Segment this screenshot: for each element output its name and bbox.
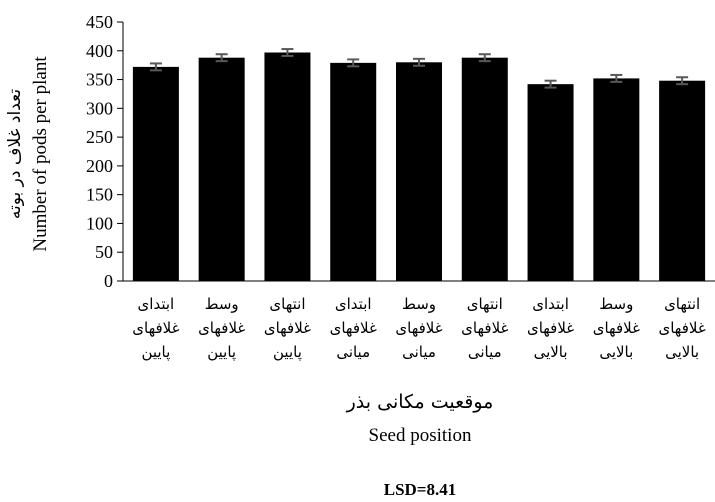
x-tick-label: میانی	[468, 343, 502, 361]
bar	[132, 66, 179, 281]
x-tick-label: وسط	[599, 295, 633, 313]
bars	[123, 48, 715, 282]
x-tick-label: ابتدای	[335, 295, 372, 313]
x-tick-label: غلافهای	[330, 319, 377, 337]
x-tick-label: پایین	[207, 343, 236, 362]
x-tick-label: غلافهای	[198, 319, 245, 337]
y-tick-label: 300	[86, 98, 113, 118]
lsd-footnote: LSD=8.41	[384, 480, 457, 499]
y-tick-label: 450	[86, 12, 113, 32]
y-tick-label: 350	[86, 70, 113, 90]
x-tick-label: غلافهای	[264, 319, 311, 337]
x-tick-label: غلافهای	[659, 319, 706, 337]
x-tick-label: بالایی	[599, 343, 633, 361]
x-tick-label: غلافهای	[461, 319, 508, 337]
x-tick-label: غلافهای	[593, 319, 640, 337]
y-tick-label: 250	[86, 127, 113, 147]
x-tick-label: پایین	[273, 343, 302, 362]
x-tick-label: بالایی	[665, 343, 699, 361]
y-tick-label: 200	[86, 156, 113, 176]
y-tick-label: 0	[104, 271, 113, 291]
x-tick-label: میانی	[336, 343, 370, 361]
x-tick-label: پایین	[141, 343, 170, 362]
x-tick-label: غلافهای	[395, 319, 442, 337]
x-tick-label: ابتدای	[138, 295, 175, 313]
x-tick-label: میانی	[402, 343, 436, 361]
y-axis-label-persian: تعداد غلاف در بوته	[5, 89, 25, 219]
x-tick-label: ابتدای	[532, 295, 569, 313]
x-tick-label: بالایی	[534, 343, 568, 361]
bar	[527, 84, 574, 281]
x-tick-label: انتهای	[664, 295, 700, 313]
y-tick-label: 150	[86, 185, 113, 205]
x-tick-label: وسط	[205, 295, 239, 313]
y-axis: 0 50 100 150 200 250 300 350 400 450	[86, 12, 124, 291]
bar	[264, 52, 311, 282]
x-tick-label: غلافهای	[132, 319, 179, 337]
x-tick-label: انتهای	[269, 295, 305, 313]
x-tick-label: غلافهای	[527, 319, 574, 337]
y-axis-label-english: Number of pods per plant	[30, 56, 51, 252]
bar	[593, 78, 640, 281]
x-tick-label: وسط	[402, 295, 436, 313]
bar	[659, 80, 706, 281]
x-tick-labels: ابتدای غلافهای پایین وسط غلافهای پایین انتهای غ…	[132, 295, 706, 362]
x-axis-label-persian: موقعیت مکانی بذر	[346, 391, 494, 413]
y-tick-label: 400	[86, 41, 113, 61]
bar	[396, 62, 442, 282]
bar	[461, 57, 508, 281]
bar	[198, 57, 245, 281]
bar	[330, 62, 377, 282]
y-tick-label: 50	[95, 242, 113, 262]
y-tick-label: 100	[86, 213, 113, 233]
x-tick-label: انتهای	[467, 295, 503, 313]
x-axis-label-english: Seed position	[369, 425, 472, 446]
